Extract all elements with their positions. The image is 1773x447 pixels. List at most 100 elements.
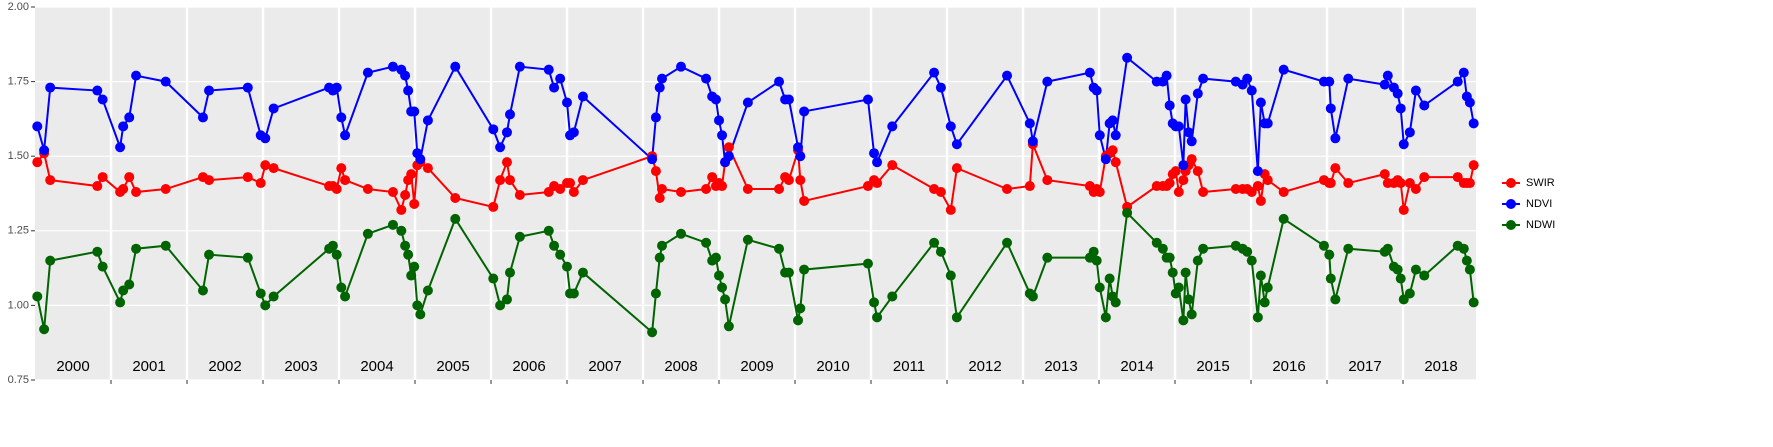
point	[929, 237, 940, 248]
point	[268, 163, 279, 174]
year-label: 2009	[740, 358, 773, 375]
point	[1379, 79, 1390, 90]
point	[1100, 154, 1111, 165]
point	[1110, 130, 1121, 141]
point	[568, 187, 579, 198]
year-label: 2014	[1120, 358, 1153, 375]
point	[1164, 252, 1175, 263]
point	[1173, 187, 1184, 198]
point	[1410, 85, 1421, 96]
point	[793, 142, 804, 153]
point	[340, 130, 351, 141]
point	[1395, 273, 1406, 284]
point	[1330, 163, 1341, 174]
point	[1122, 52, 1133, 63]
point	[1461, 255, 1472, 266]
point	[1419, 172, 1430, 183]
point	[268, 291, 279, 302]
point	[131, 187, 142, 198]
point	[1379, 169, 1390, 180]
point	[1242, 246, 1253, 257]
point	[1464, 264, 1475, 275]
point	[1259, 297, 1270, 308]
point	[1107, 115, 1118, 126]
point	[1252, 166, 1263, 177]
point	[862, 258, 873, 269]
point	[32, 121, 43, 132]
point	[1255, 270, 1266, 281]
point	[774, 76, 785, 87]
point	[799, 106, 810, 117]
point	[92, 246, 103, 257]
point	[577, 267, 588, 278]
point	[124, 172, 135, 183]
point	[97, 94, 108, 105]
point	[39, 145, 50, 156]
year-label: 2017	[1348, 358, 1381, 375]
point	[131, 243, 142, 254]
point	[1042, 175, 1053, 186]
point	[887, 160, 898, 171]
point	[501, 294, 512, 305]
point	[118, 184, 129, 195]
point	[1042, 76, 1053, 87]
point	[654, 82, 665, 93]
point	[1468, 118, 1479, 129]
point	[945, 270, 956, 281]
point	[714, 270, 724, 281]
point	[422, 115, 433, 126]
point	[514, 231, 525, 242]
point	[1186, 136, 1197, 147]
point	[97, 172, 108, 183]
point	[160, 240, 171, 251]
point	[97, 261, 108, 272]
point	[887, 291, 898, 302]
point	[1464, 178, 1475, 189]
point	[32, 291, 43, 302]
point	[1027, 291, 1038, 302]
point	[1325, 273, 1336, 284]
point	[160, 76, 171, 87]
point	[1343, 73, 1354, 84]
point	[1164, 178, 1175, 189]
point	[1343, 243, 1354, 254]
point	[1104, 273, 1115, 284]
point	[799, 264, 810, 275]
point	[1167, 267, 1178, 278]
point	[1107, 145, 1118, 156]
point	[336, 282, 347, 293]
point	[793, 315, 804, 326]
point	[555, 184, 566, 195]
point	[1458, 67, 1469, 78]
point	[400, 189, 411, 200]
point	[336, 163, 347, 174]
point	[197, 285, 208, 296]
point	[387, 61, 398, 72]
point	[1183, 294, 1194, 305]
point	[396, 225, 407, 236]
point	[951, 312, 962, 323]
point	[1084, 67, 1095, 78]
point	[422, 285, 433, 296]
point	[710, 94, 721, 105]
point	[331, 184, 342, 195]
point	[501, 157, 512, 168]
point	[1392, 88, 1403, 99]
point	[650, 166, 661, 177]
point	[1278, 187, 1289, 198]
point	[1230, 184, 1241, 195]
year-label: 2002	[208, 358, 241, 375]
point	[555, 73, 566, 84]
point	[415, 154, 426, 165]
point	[204, 249, 215, 260]
point	[1198, 187, 1209, 198]
point	[577, 175, 588, 186]
point	[1398, 139, 1409, 150]
point	[562, 97, 572, 108]
point	[255, 288, 266, 299]
point	[1094, 130, 1105, 141]
point	[795, 175, 806, 186]
point	[1198, 243, 1209, 254]
point	[1419, 270, 1430, 281]
point	[676, 228, 686, 239]
